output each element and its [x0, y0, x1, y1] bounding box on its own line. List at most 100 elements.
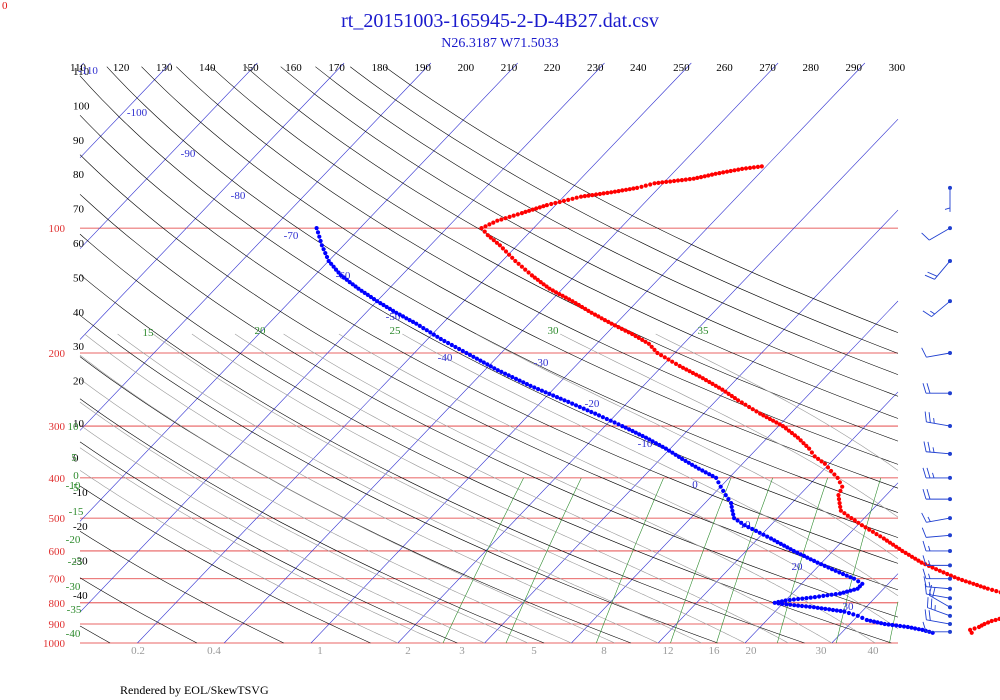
dewpoint-point — [731, 512, 736, 517]
wind-barb-staff — [926, 534, 951, 538]
temperature-point — [829, 468, 834, 474]
dewpoint-point — [886, 622, 891, 627]
dewpoint-point — [837, 591, 843, 596]
temperature-point — [643, 339, 648, 344]
temperature-point — [695, 175, 700, 180]
temperature-point — [926, 563, 932, 569]
theta-top-label: 170 — [328, 62, 345, 74]
dewpoint-point — [562, 398, 567, 403]
temperature-point — [616, 189, 621, 194]
dewpoint-point — [667, 448, 672, 453]
temperature-point — [952, 575, 957, 580]
dewpoint-point — [524, 382, 530, 387]
dewpoint-point — [485, 362, 490, 367]
temperature-point — [570, 196, 575, 201]
mixing-ratio-label: 5 — [531, 645, 537, 657]
dewpoint-point — [812, 558, 817, 564]
dewpoint-point — [488, 364, 493, 369]
dewpoint-trace — [314, 226, 935, 635]
theta-top-label: 110 — [70, 62, 87, 74]
dewpoint-point — [775, 540, 780, 545]
temperature-point — [620, 188, 625, 193]
temperature-point — [919, 560, 924, 565]
moist-adiabat-line — [79, 354, 615, 644]
dewpoint-point — [359, 288, 364, 293]
dewpoint-point — [826, 565, 831, 570]
dry-adiabat-line — [79, 233, 892, 644]
dewpoint-point — [368, 294, 373, 300]
theta-top-label: 300 — [889, 62, 906, 74]
temperature-point — [683, 177, 688, 182]
temperature-point — [767, 416, 773, 422]
temperature-point — [664, 179, 669, 184]
isotherm-label: -110 — [78, 65, 98, 77]
temperature-point — [672, 178, 677, 184]
dewpoint-point — [825, 593, 830, 598]
temperature-point — [906, 552, 911, 557]
temperature-point — [578, 194, 584, 199]
wind-barb-flag — [921, 512, 927, 523]
temperature-point — [982, 585, 987, 590]
moist-adiabat-line — [152, 333, 746, 644]
theta-top-label: 260 — [716, 62, 733, 74]
moist-adiabat-line — [79, 424, 485, 644]
temperature-point — [989, 618, 994, 624]
dewpoint-point — [798, 552, 803, 557]
theta-top-label: 180 — [371, 62, 388, 74]
temperature-point — [534, 206, 539, 211]
temperature-point — [948, 573, 954, 578]
theta-left-label: 100 — [73, 100, 90, 112]
wind-barb-half-flag — [932, 472, 935, 479]
wind-barb-half-flag — [932, 447, 935, 453]
dewpoint-point — [905, 624, 910, 630]
dewpoint-point — [381, 302, 386, 308]
dewpoint-point — [510, 375, 515, 380]
dewpoint-point — [901, 624, 907, 629]
temperature-point — [783, 426, 789, 431]
dewpoint-point — [791, 597, 797, 602]
dewpoint-point — [844, 573, 849, 578]
temperature-point — [488, 235, 493, 240]
dewpoint-point — [558, 396, 563, 401]
temperature-point — [838, 508, 844, 513]
temperature-point — [732, 396, 738, 401]
dewpoint-point — [627, 427, 632, 432]
moist-adiabat-line — [560, 333, 899, 518]
temperature-point — [573, 301, 578, 306]
wind-barb-flag — [928, 412, 931, 423]
temperature-point — [590, 193, 595, 198]
dewpoint-point — [657, 442, 662, 448]
dewpoint-point — [860, 581, 865, 586]
temperature-point — [739, 400, 744, 405]
dewpoint-point — [660, 444, 665, 449]
wind-barb-half-flag — [933, 418, 935, 424]
isotherm-label: 0 — [692, 479, 698, 491]
wind-barb-flag — [921, 347, 927, 358]
dewpoint-point — [742, 523, 747, 528]
temperature-point — [597, 191, 603, 197]
dewpoint-point — [729, 504, 734, 509]
temperature-point — [780, 424, 786, 429]
dewpoint-point — [442, 338, 447, 344]
temperature-point — [870, 529, 876, 534]
dewpoint-point — [391, 308, 396, 313]
dewpoint-point — [830, 607, 836, 613]
theta-top-label: 130 — [156, 62, 173, 74]
mixing-ratio-line — [889, 601, 899, 644]
temperature-point — [612, 189, 618, 194]
dewpoint-point — [761, 532, 766, 537]
theta-top-label: 220 — [544, 62, 561, 74]
temperature-point — [541, 282, 546, 287]
moist-adiabat-line — [191, 333, 789, 644]
dewpoint-point — [707, 472, 712, 477]
isotherm-line — [79, 62, 432, 431]
temperature-point — [482, 229, 487, 234]
dewpoint-point — [730, 508, 735, 513]
temperature-point — [574, 195, 579, 200]
temperature-point — [497, 243, 502, 248]
wind-barb-flag — [927, 441, 931, 453]
pressure-label-700: 700 — [49, 574, 66, 586]
temperature-point — [963, 579, 968, 584]
temperature-point — [640, 337, 645, 342]
temperature-point — [639, 184, 644, 189]
